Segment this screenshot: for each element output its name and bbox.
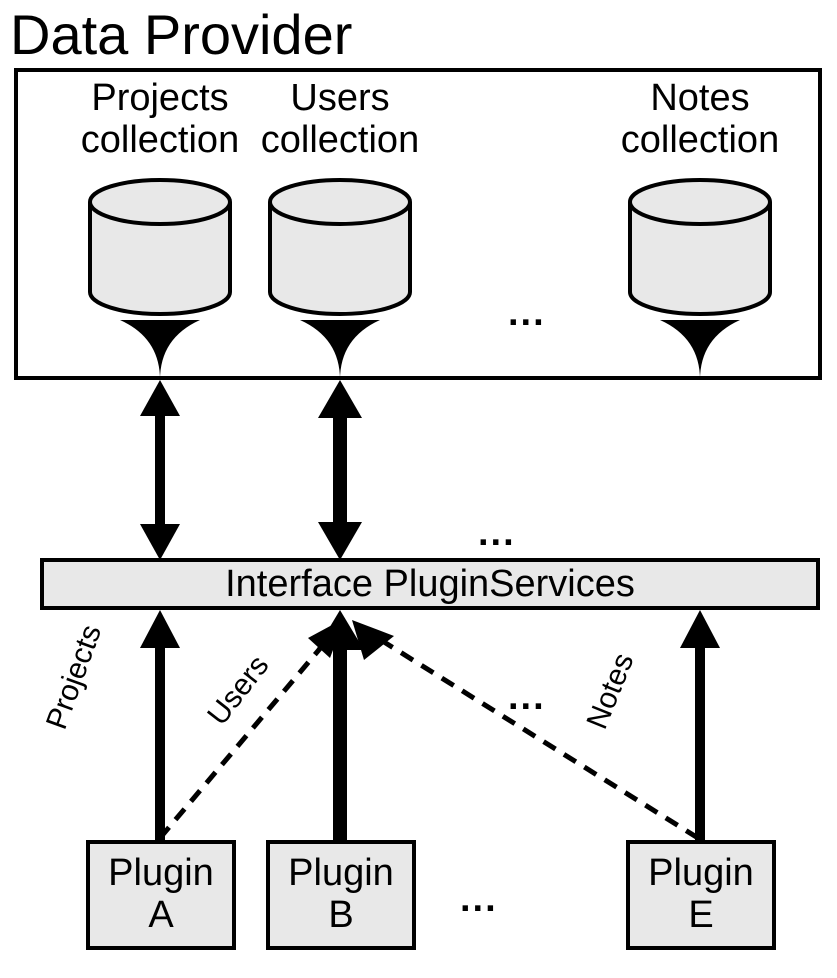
ellipsis-plugins: ...: [460, 878, 498, 921]
collection-label-notes: Notescollection: [600, 78, 800, 162]
double-arrow-projects: [128, 380, 192, 560]
cylinder-users: [268, 176, 412, 322]
diagram-title: Data Provider: [10, 2, 352, 67]
funnel-notes: [658, 318, 742, 382]
ellipsis-arrows: ...: [478, 512, 516, 555]
plugin-box-b: PluginB: [266, 840, 416, 950]
plugin-label-e: PluginE: [648, 853, 754, 937]
funnel-projects: [118, 318, 202, 382]
collection-label-users: Userscollection: [240, 78, 440, 162]
interface-label: Interface PluginServices: [225, 563, 635, 606]
plugin-label-b: PluginB: [288, 853, 394, 937]
funnel-users: [298, 318, 382, 382]
interface-box: Interface PluginServices: [40, 558, 820, 610]
dashed-arrow-e-to-users: [340, 614, 710, 844]
plugin-box-e: PluginE: [626, 840, 776, 950]
ellipsis-collections: ...: [508, 292, 546, 335]
plugin-box-a: PluginA: [86, 840, 236, 950]
cylinder-projects: [88, 176, 232, 322]
plugin-label-a: PluginA: [108, 853, 214, 937]
collection-label-projects: Projectscollection: [60, 78, 260, 162]
arrow-label-projects: Projects: [40, 621, 109, 734]
double-arrow-users: [306, 380, 374, 560]
cylinder-notes: [628, 176, 772, 322]
dashed-arrow-a-to-users: [150, 614, 360, 844]
ellipsis-plugin-arrows: ...: [508, 676, 546, 719]
